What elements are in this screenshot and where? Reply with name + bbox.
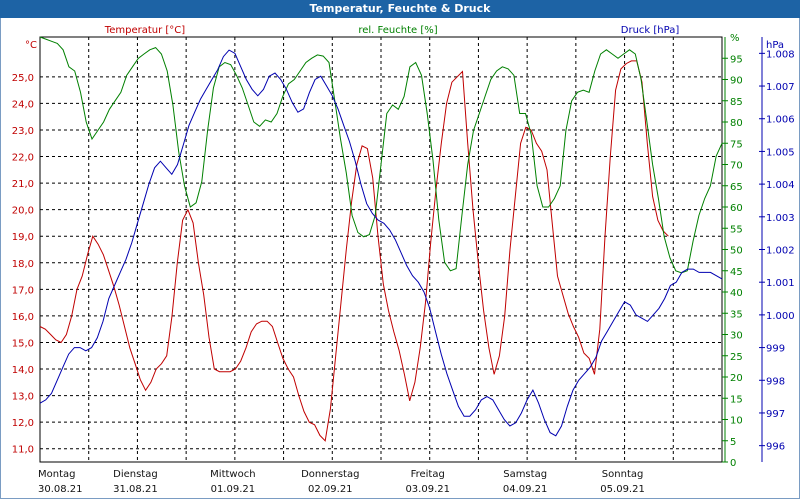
- temp-tick-label: 18,0: [12, 259, 34, 270]
- humidity-tick-label: 10: [730, 416, 743, 427]
- pressure-series-line: [39, 49, 723, 437]
- temperature-axis-title: Temperatur [°C]: [104, 25, 185, 36]
- humidity-tick-label: 15: [730, 394, 743, 405]
- temp-tick-label: 12,0: [12, 418, 34, 429]
- temp-tick-label: 20,0: [12, 206, 34, 217]
- pressure-unit: hPa: [766, 40, 784, 51]
- x-date-label: 31.08.21: [113, 484, 158, 495]
- temp-tick-label: 23,0: [12, 126, 34, 137]
- x-date-label: 30.08.21: [38, 484, 83, 495]
- pressure-tick-label: 998: [766, 376, 785, 387]
- pressure-tick-label: 1.001: [766, 278, 795, 289]
- temp-tick-label: 13,0: [12, 392, 34, 403]
- humidity-tick-label: 90: [730, 76, 743, 87]
- temp-tick-label: 19,0: [12, 232, 34, 243]
- temp-tick-label: 25,0: [12, 73, 34, 84]
- x-date-label: 04.09.21: [503, 484, 548, 495]
- humidity-tick-label: 35: [730, 309, 743, 320]
- humidity-tick-label: 40: [730, 288, 743, 299]
- x-date-label: 01.09.21: [211, 484, 256, 495]
- humidity-tick-label: 65: [730, 182, 743, 193]
- humidity-tick-label: 60: [730, 203, 743, 214]
- x-day-label: Freitag: [411, 469, 445, 480]
- window-title: Temperatur, Feuchte & Druck: [0, 0, 800, 18]
- temperature-unit: °C: [25, 40, 37, 51]
- pressure-tick-label: 1.008: [766, 49, 795, 60]
- pressure-tick-label: 1.007: [766, 82, 795, 93]
- pressure-tick-label: 999: [766, 344, 785, 355]
- pressure-tick-label: 997: [766, 409, 785, 420]
- humidity-tick-label: 95: [730, 54, 743, 65]
- x-date-label: 03.09.21: [405, 484, 450, 495]
- temp-tick-label: 22,0: [12, 153, 34, 164]
- x-date-label: 02.09.21: [308, 484, 353, 495]
- humidity-tick-label: 25: [730, 352, 743, 363]
- humidity-tick-label: 75: [730, 139, 743, 150]
- humidity-tick-label: 20: [730, 373, 743, 384]
- pressure-tick-label: 1.002: [766, 246, 795, 257]
- x-day-label: Dienstag: [113, 469, 158, 480]
- humidity-tick-label: 85: [730, 97, 743, 108]
- humidity-axis-title: rel. Feuchte [%]: [358, 25, 437, 36]
- humidity-tick-label: 0: [730, 458, 736, 469]
- x-day-label: Montag: [38, 469, 75, 480]
- humidity-tick-label: 55: [730, 224, 743, 235]
- pressure-tick-label: 1.000: [766, 311, 795, 322]
- humidity-tick-label: 70: [730, 161, 743, 172]
- temp-tick-label: 14,0: [12, 365, 34, 376]
- temp-tick-label: 15,0: [12, 338, 34, 349]
- x-date-label: 05.09.21: [600, 484, 645, 495]
- x-day-label: Sonntag: [602, 469, 644, 480]
- pressure-tick-label: 996: [766, 442, 785, 453]
- temp-tick-label: 21,0: [12, 179, 34, 190]
- temperature-series-line: [39, 60, 669, 442]
- temp-tick-label: 17,0: [12, 285, 34, 296]
- temp-tick-label: 11,0: [12, 445, 34, 456]
- pressure-axis-title: Druck [hPa]: [621, 25, 680, 36]
- pressure-tick-label: 1.004: [766, 180, 795, 191]
- humidity-tick-label: 50: [730, 246, 743, 257]
- pressure-tick-label: 1.003: [766, 213, 795, 224]
- x-day-label: Donnerstag: [301, 469, 359, 480]
- humidity-tick-label: 5: [730, 437, 736, 448]
- humidity-tick-label: 30: [730, 331, 743, 342]
- pressure-tick-label: 1.006: [766, 115, 795, 126]
- pressure-tick-label: 1.005: [766, 147, 795, 158]
- humidity-tick-label: 80: [730, 118, 743, 129]
- humidity-tick-label: 45: [730, 267, 743, 278]
- x-day-label: Mittwoch: [210, 469, 255, 480]
- humidity-unit: %: [730, 33, 740, 44]
- temp-tick-label: 16,0: [12, 312, 34, 323]
- x-day-label: Samstag: [503, 469, 547, 480]
- humidity-series-line: [39, 36, 723, 274]
- temp-tick-label: 24,0: [12, 99, 34, 110]
